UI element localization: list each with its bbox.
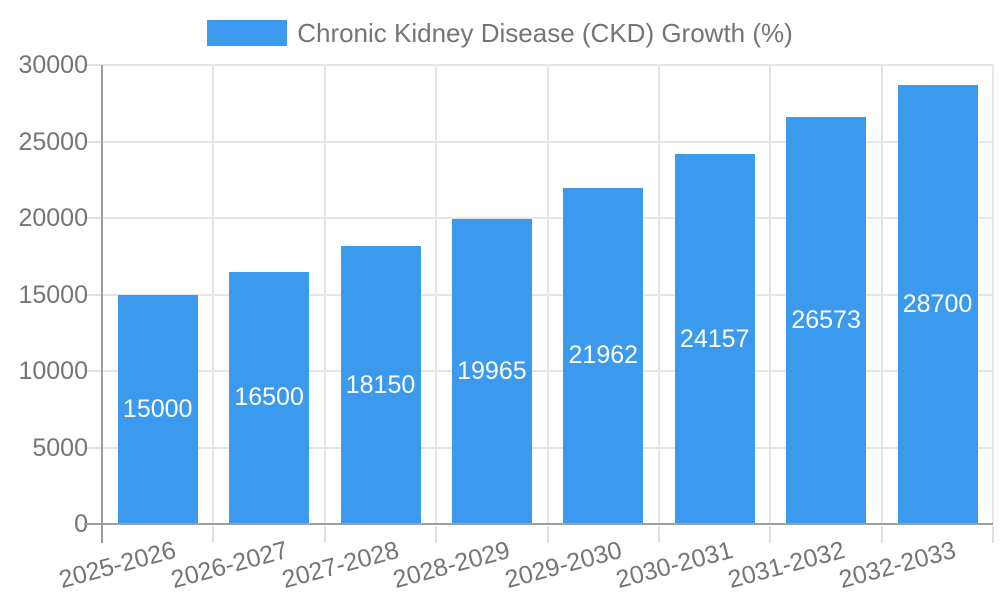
x-tick: [546, 526, 549, 543]
x-axis-tick-label: 2028-2029: [390, 536, 514, 594]
bar-value-label: 19965: [457, 356, 527, 385]
gridline-vertical: [323, 65, 326, 524]
gridline-vertical: [880, 65, 883, 524]
legend: Chronic Kidney Disease (CKD) Growth (%): [0, 17, 1000, 49]
x-axis-tick-label: 2029-2030: [501, 536, 625, 594]
legend-label: Chronic Kidney Disease (CKD) Growth (%): [297, 17, 793, 48]
y-tick: [86, 370, 102, 372]
bar-value-label: 21962: [568, 341, 639, 370]
x-axis-tick-label: 2031-2032: [724, 536, 848, 594]
y-axis-line: [101, 65, 103, 543]
bar-value-label: 28700: [902, 289, 973, 318]
y-axis-tick-label: 5000: [32, 433, 88, 462]
x-tick: [658, 526, 660, 543]
x-axis-tick-label: 2026-2027: [167, 536, 291, 594]
y-tick: [86, 446, 102, 449]
bar-value-label: 15000: [122, 394, 193, 423]
gridline-vertical: [992, 65, 995, 524]
x-axis-tick-label: 2030-2031: [613, 536, 736, 594]
gridline-vertical: [658, 65, 660, 524]
y-axis-tick-label: 0: [74, 510, 88, 538]
gridline-vertical: [212, 65, 215, 524]
bar[interactable]: 15000: [117, 294, 198, 524]
x-tick: [880, 526, 883, 543]
bar[interactable]: 24157: [674, 154, 755, 524]
gridline-vertical: [769, 65, 772, 524]
bar[interactable]: 26573: [786, 117, 867, 524]
bar[interactable]: 18150: [340, 246, 421, 524]
y-axis-tick-label: 30000: [18, 51, 88, 79]
bar-value-label: 16500: [234, 383, 304, 412]
x-tick: [992, 526, 995, 543]
y-axis-tick-label: 25000: [18, 127, 88, 156]
y-axis-tick-label: 20000: [18, 204, 88, 232]
y-axis-tick-label: 10000: [18, 357, 88, 385]
gridline-vertical: [546, 65, 549, 524]
x-tick: [435, 526, 438, 543]
bar-value-label: 18150: [345, 370, 416, 399]
x-axis-line: [84, 523, 994, 525]
gridline-vertical: [435, 65, 438, 524]
x-tick: [212, 526, 215, 543]
bar[interactable]: 16500: [229, 271, 310, 524]
bar-value-label: 24157: [679, 324, 750, 353]
bar-value-label: 26573: [791, 306, 861, 335]
bar[interactable]: 21962: [563, 187, 644, 524]
x-axis-tick-label: 2032-2033: [836, 536, 959, 594]
y-tick: [86, 293, 102, 296]
legend-swatch: [207, 20, 288, 46]
x-axis-tick-label: 2025-2026: [56, 536, 179, 594]
y-tick: [86, 217, 102, 219]
x-axis-tick-label: 2027-2028: [279, 536, 402, 594]
y-tick: [86, 140, 102, 143]
bar[interactable]: 19965: [451, 218, 532, 524]
x-tick: [769, 526, 772, 543]
y-axis-tick-label: 15000: [18, 280, 88, 309]
y-tick: [86, 64, 102, 66]
bar[interactable]: 28700: [897, 84, 978, 524]
x-tick: [323, 526, 326, 543]
